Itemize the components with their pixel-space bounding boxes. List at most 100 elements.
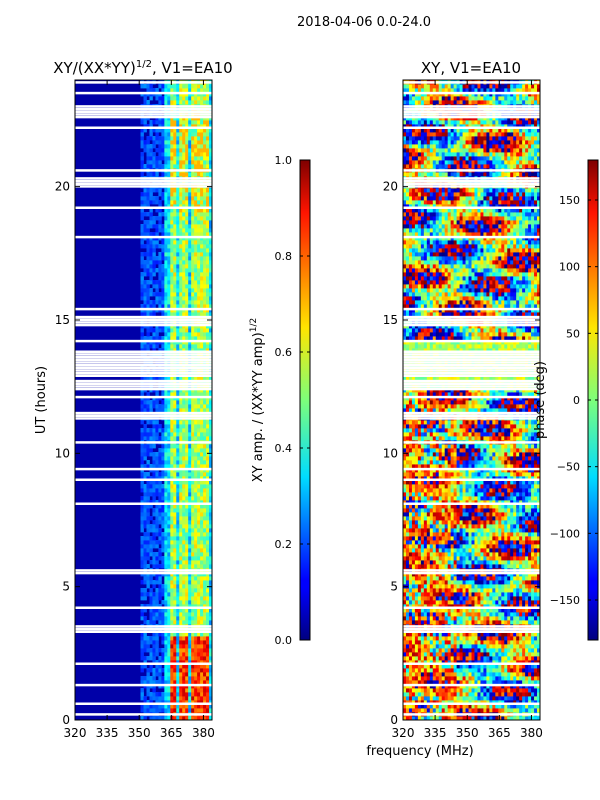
heatmap-cell: [158, 672, 162, 677]
heatmap-cell: [537, 696, 540, 701]
heatmap-cell: [167, 448, 171, 453]
heatmap-cell: [191, 488, 195, 493]
heatmap-cell: [209, 680, 212, 685]
heatmap-cell: [146, 484, 150, 489]
heatmap-cell: [513, 672, 517, 677]
heatmap-cell: [194, 260, 198, 265]
heatmap-cell: [203, 512, 207, 517]
heatmap-cell: [209, 420, 212, 425]
heatmap-cell: [209, 708, 212, 713]
heatmap-cell: [468, 696, 472, 701]
heatmap-cell: [173, 436, 177, 441]
heatmap-cell: [465, 704, 469, 709]
heatmap-cell: [152, 144, 156, 149]
heatmap-cell: [146, 532, 150, 537]
heatmap-cell: [510, 612, 514, 617]
heatmap-cell: [200, 448, 204, 453]
heatmap-cell: [474, 664, 478, 669]
heatmap-cell: [146, 304, 150, 309]
heatmap-cell: [480, 680, 484, 685]
heatmap-cell: [203, 200, 207, 205]
heatmap-cell: [525, 668, 529, 673]
heatmap-cell: [167, 428, 171, 433]
heatmap-cell: [507, 696, 511, 701]
heatmap-cell: [435, 632, 440, 637]
heatmap-cell: [492, 716, 496, 720]
heatmap-cell: [149, 160, 153, 165]
heatmap-cell: [435, 668, 440, 673]
heatmap-cell: [185, 208, 189, 213]
heatmap-cell: [504, 704, 508, 709]
heatmap-cell: [203, 432, 207, 437]
heatmap-cell: [158, 540, 162, 545]
heatmap-cell: [167, 588, 171, 593]
heatmap-cell: [504, 696, 508, 701]
heatmap-cell: [414, 644, 419, 649]
flagged-row: [75, 126, 212, 129]
heatmap-cell: [140, 136, 144, 141]
heatmap-cell: [191, 460, 195, 465]
heatmap-cell: [474, 672, 478, 677]
heatmap-cell: [194, 592, 198, 597]
heatmap-cell: [167, 216, 171, 221]
heatmap-cell: [197, 188, 201, 193]
heatmap-cell: [537, 692, 540, 697]
heatmap-cell: [176, 192, 180, 197]
heatmap-cell: [209, 264, 212, 269]
heatmap-cell: [173, 664, 177, 669]
heatmap-cell: [200, 552, 204, 557]
heatmap-cell: [155, 188, 159, 193]
heatmap-cell: [152, 200, 156, 205]
heatmap-cell: [191, 300, 195, 305]
heatmap-cell: [149, 704, 153, 709]
heatmap-cell: [161, 152, 165, 157]
heatmap-cell: [200, 600, 204, 605]
heatmap-cell: [185, 544, 189, 549]
heatmap-cell: [158, 480, 162, 485]
heatmap-cell: [191, 124, 195, 129]
heatmap-cell: [191, 676, 195, 681]
heatmap-cell: [459, 612, 463, 617]
heatmap-cell: [495, 660, 499, 665]
heatmap-cell: [510, 700, 514, 705]
heatmap-cell: [188, 584, 192, 589]
heatmap-cell: [203, 332, 207, 337]
heatmap-cell: [161, 696, 165, 701]
heatmap-cell: [471, 672, 475, 677]
heatmap-cell: [200, 532, 204, 537]
heatmap-cell: [480, 636, 484, 641]
heatmap-cell: [149, 144, 153, 149]
heatmap-cell: [438, 632, 443, 637]
heatmap-cell: [194, 160, 198, 165]
heatmap-cell: [149, 276, 153, 281]
heatmap-cell: [161, 408, 165, 413]
heatmap-cell: [486, 608, 490, 613]
heatmap-cell: [414, 696, 419, 701]
heatmap-cell: [188, 200, 192, 205]
heatmap-cell: [519, 644, 523, 649]
heatmap-cell: [182, 700, 186, 705]
heatmap-cell: [149, 280, 153, 285]
flagged-row: [75, 318, 212, 321]
heatmap-cell: [200, 452, 204, 457]
heatmap-cell: [182, 96, 186, 101]
heatmap-cell: [510, 652, 514, 657]
heatmap-cell: [534, 708, 538, 713]
heatmap-cell: [206, 164, 210, 169]
heatmap-cell: [200, 636, 204, 641]
heatmap-cell: [185, 348, 189, 353]
heatmap-cell: [522, 688, 526, 693]
heatmap-cell: [516, 696, 520, 701]
heatmap-cell: [197, 228, 201, 233]
heatmap-cell: [149, 600, 153, 605]
heatmap-cell: [525, 608, 529, 613]
heatmap-cell: [161, 172, 165, 177]
heatmap-cell: [188, 404, 192, 409]
heatmap-cell: [146, 172, 150, 177]
heatmap-cell: [152, 456, 156, 461]
heatmap-cell: [206, 300, 210, 305]
heatmap-cell: [423, 668, 428, 673]
heatmap-cell: [423, 680, 428, 685]
heatmap-cell: [194, 640, 198, 645]
heatmap-cell: [152, 492, 156, 497]
